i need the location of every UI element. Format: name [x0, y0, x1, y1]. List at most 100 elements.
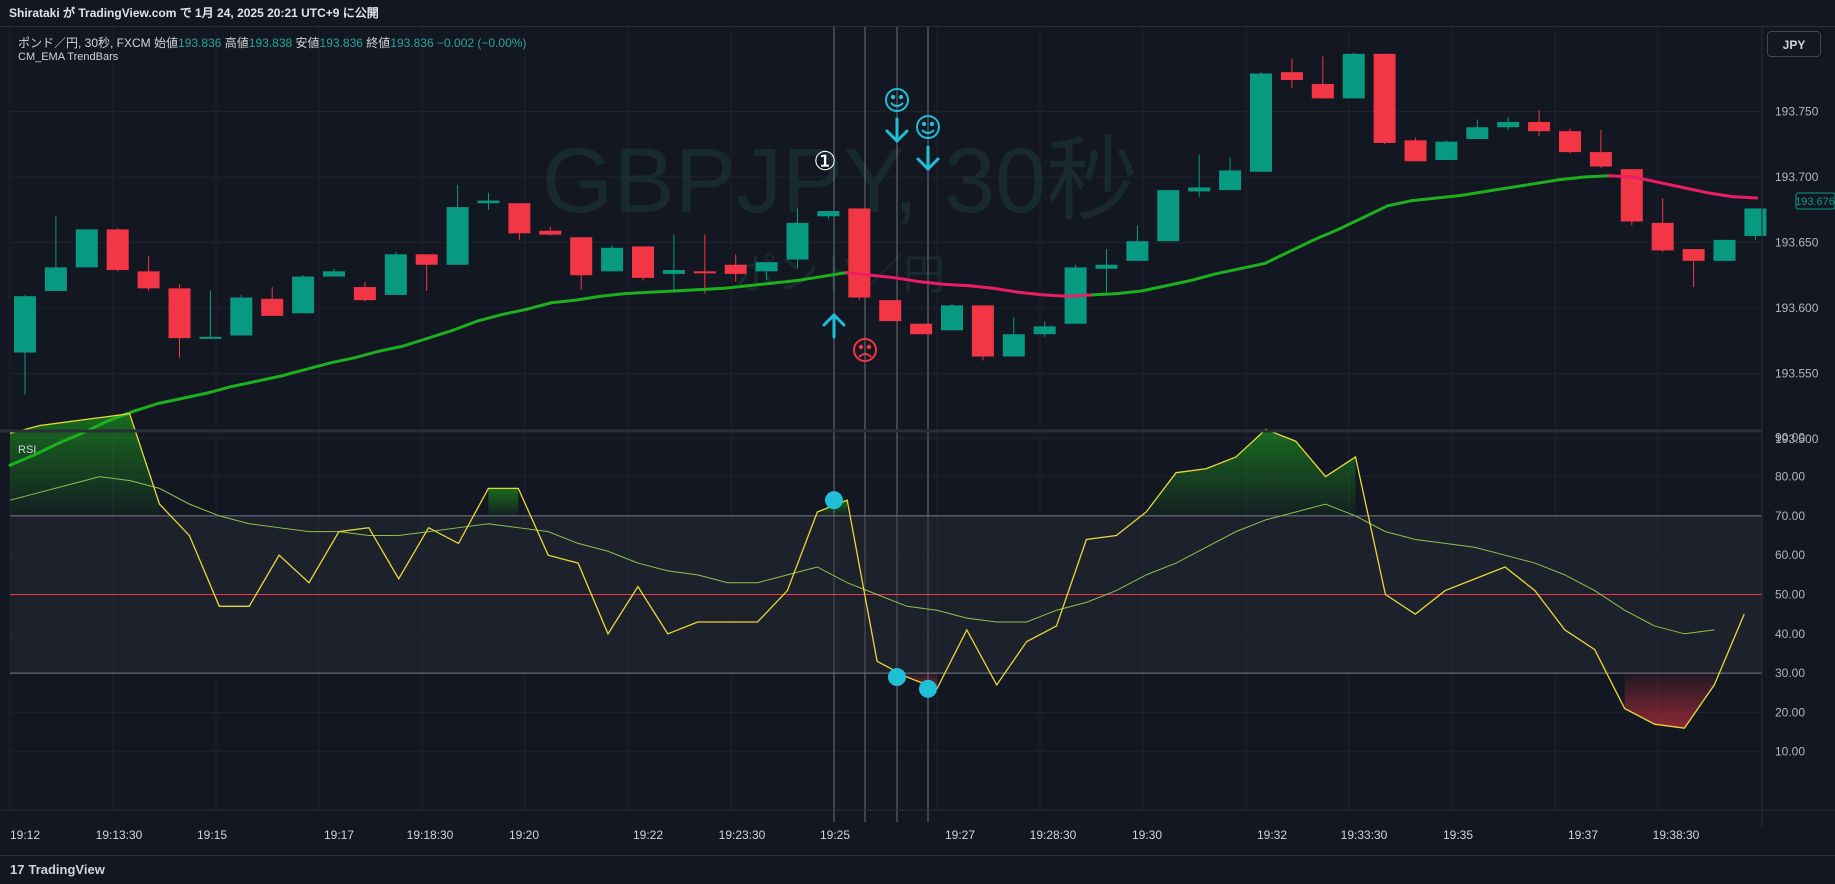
ema-segment — [1656, 180, 1685, 189]
candle-body — [1435, 141, 1458, 160]
ema-segment — [943, 282, 971, 288]
rsi-signal-dot — [919, 679, 937, 698]
candle-body — [1250, 73, 1272, 172]
ema-segment — [1730, 195, 1759, 200]
close-label: 終値 — [366, 36, 391, 50]
candle-body — [1651, 222, 1674, 251]
ema-segment — [1386, 199, 1414, 208]
candle-body — [14, 296, 36, 353]
ema-segment — [1263, 250, 1291, 265]
symbol-name[interactable]: ポンド／円, 30秒, FXCM — [18, 36, 151, 50]
ema-segment — [869, 273, 898, 280]
ema-segment — [795, 275, 824, 282]
currency-button[interactable]: JPY — [1767, 31, 1821, 57]
tradingview-logo-icon: 17 — [10, 862, 25, 877]
candle-body — [539, 230, 562, 235]
candle-body — [879, 300, 902, 322]
ema-segment — [1361, 204, 1390, 220]
candle-body — [941, 305, 963, 331]
candle-body — [817, 211, 840, 217]
ema-segment — [1484, 185, 1513, 193]
ema-segment — [648, 289, 676, 294]
ema-segment — [328, 356, 356, 365]
ema-segment — [1632, 175, 1660, 184]
watermark-title: GBPJPY, 30秒 — [542, 130, 1139, 232]
candle-body — [1620, 169, 1643, 222]
candle-body — [75, 229, 98, 268]
rsi-panel — [9, 413, 1762, 729]
ema-segment — [697, 286, 725, 292]
candles — [14, 52, 1767, 395]
chart-svg[interactable]: GBPJPY, 30秒 ポンド／円 193.750193.700193.6501… — [0, 27, 1835, 855]
ema-segment — [894, 276, 922, 284]
time-tick-label: 19:28:30 — [1030, 828, 1077, 842]
ema-segment — [1017, 290, 1045, 297]
candle-body — [1373, 53, 1396, 143]
chart-area[interactable]: GBPJPY, 30秒 ポンド／円 193.750 193.700 193.650 1… — [0, 27, 1835, 855]
close-value: 193.836 — [390, 36, 434, 50]
annotation-marker-1: ① — [813, 146, 836, 176]
rsi-signal-dot — [888, 668, 906, 687]
last-price-text: 193.676 — [1795, 196, 1835, 208]
ema-segment — [1336, 216, 1365, 231]
rsi-tick-label: 70.00 — [1775, 509, 1805, 523]
candle-body — [168, 288, 191, 339]
candle-body — [971, 305, 994, 357]
footer-brand: TradingView — [28, 862, 105, 877]
time-tick-label: 19:25 — [820, 828, 850, 842]
candle-body — [44, 267, 67, 291]
rsi-tick-label: 40.00 — [1775, 627, 1805, 641]
ema-segment — [746, 281, 775, 288]
ema-segment — [1164, 278, 1193, 288]
rsi-signal-dot — [825, 491, 843, 510]
footer: 17 TradingView — [0, 855, 1835, 884]
time-tick-label: 19:18:30 — [407, 828, 454, 842]
low-value: 193.836 — [319, 36, 363, 50]
ema-segment — [820, 271, 848, 279]
candle-body — [323, 271, 345, 277]
candle-body — [230, 297, 253, 336]
smile-face-icon — [916, 115, 940, 139]
low-label: 安値 — [295, 36, 320, 50]
ema-segment — [1189, 272, 1217, 282]
ema-segment — [525, 301, 553, 311]
time-tick-label: 19:17 — [324, 828, 354, 842]
rsi-legend[interactable]: RSI — [18, 444, 37, 456]
candle-body — [910, 323, 933, 335]
time-tick-label: 19:32 — [1257, 828, 1287, 842]
ema-segment — [303, 361, 332, 372]
ema-segment — [672, 288, 701, 293]
publish-header: Shirataki が TradingView.com で 1月 24, 202… — [0, 0, 1835, 27]
ema-segment — [1287, 238, 1316, 254]
ema-segment — [1140, 284, 1168, 293]
up-arrow-icon — [822, 312, 846, 339]
candle-body — [137, 271, 160, 289]
ema-segment — [229, 379, 258, 389]
ema-segment — [1582, 174, 1611, 179]
open-label: 始値 — [154, 36, 179, 50]
rsi-tick-label: 20.00 — [1775, 705, 1805, 719]
ema-segment — [402, 336, 430, 348]
candle-body — [724, 264, 747, 274]
candle-body — [1033, 326, 1056, 335]
candle-body — [1404, 140, 1427, 162]
ema-segment — [1558, 175, 1586, 182]
candle-body — [199, 336, 222, 339]
time-tick-label: 19:30 — [1132, 828, 1162, 842]
ema-segment — [131, 402, 160, 413]
rsi-tick-label: 30.00 — [1775, 666, 1805, 680]
candle-body — [106, 229, 129, 271]
ema-segment — [967, 284, 996, 290]
tradingview-logo[interactable]: 17 TradingView — [10, 862, 105, 877]
smile-face-icon — [885, 88, 909, 112]
indicator-legend[interactable]: CM_EMA TrendBars — [18, 51, 119, 63]
rsi-ma-line — [9, 476, 1715, 635]
time-tick-label: 19:20 — [509, 828, 539, 842]
candle-body — [508, 203, 531, 234]
down-arrow-icon — [885, 117, 909, 144]
axes: 193.750 193.700 193.650 193.600 193.550 193.5… — [10, 105, 1819, 843]
candle-body — [1528, 121, 1551, 132]
symbol-legend[interactable]: ポンド／円, 30秒, FXCM 始値193.836 高値193.838 安値1… — [18, 34, 526, 51]
time-tick-label: 19:12 — [10, 828, 40, 842]
candle-body — [1095, 264, 1118, 269]
